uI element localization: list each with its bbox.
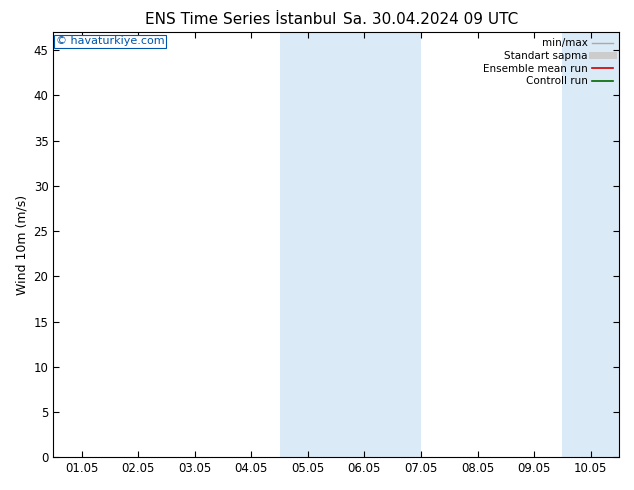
Text: Sa. 30.04.2024 09 UTC: Sa. 30.04.2024 09 UTC: [344, 12, 519, 27]
Y-axis label: Wind 10m (m/s): Wind 10m (m/s): [15, 195, 28, 294]
Bar: [280, 32, 421, 457]
Text: © havaturkiye.com: © havaturkiye.com: [56, 36, 165, 47]
Bar: [562, 32, 634, 457]
Legend: min/max, Standart sapma, Ensemble mean run, Controll run: min/max, Standart sapma, Ensemble mean r…: [479, 34, 617, 90]
Text: ENS Time Series İstanbul: ENS Time Series İstanbul: [145, 12, 337, 27]
